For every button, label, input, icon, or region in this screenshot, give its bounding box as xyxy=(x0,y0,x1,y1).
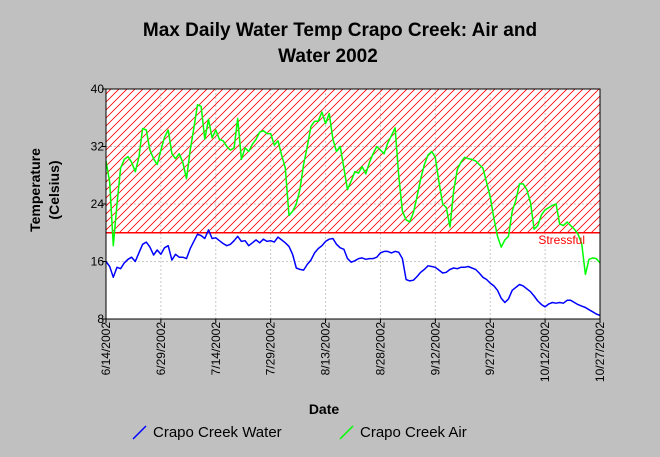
legend-air-label: Crapo Creek Air xyxy=(360,424,467,441)
x-tick-label: 10/27/2002 xyxy=(593,322,607,382)
chart-title-line2: Water 2002 xyxy=(278,46,378,67)
x-tick-label: 7/29/2002 xyxy=(264,322,278,376)
legend-item-air: Crapo Creek Air xyxy=(339,424,467,441)
series-layer xyxy=(106,104,600,317)
y-tick-label: 24 xyxy=(91,197,105,211)
chart-title-line1: Max Daily Water Temp Crapo Creek: Air an… xyxy=(143,20,537,41)
y-tick-label: 40 xyxy=(91,82,105,96)
x-axis-ticks: 6/14/2002 6/29/2002 7/14/2002 7/29/2002 8/13… xyxy=(99,319,607,382)
y-axis-label-line1: Temperature xyxy=(27,148,43,232)
legend-water-label: Crapo Creek Water xyxy=(153,424,282,441)
y-axis-ticks: 8 16 24 32 40 xyxy=(91,82,106,326)
x-tick-label: 7/14/2002 xyxy=(209,322,223,376)
legend: Crapo Creek Water Crapo Creek Air xyxy=(132,424,467,441)
x-tick-label: 8/13/2002 xyxy=(319,322,333,376)
stressful-hatch xyxy=(105,88,601,234)
y-tick-label: 8 xyxy=(97,312,104,326)
stressful-region xyxy=(105,88,601,234)
legend-item-water: Crapo Creek Water xyxy=(132,424,282,441)
x-tick-label: 8/28/2002 xyxy=(373,322,387,376)
x-tick-label: 6/29/2002 xyxy=(154,322,168,376)
stressful-label: Stressful xyxy=(538,233,585,247)
x-tick-label: 9/27/2002 xyxy=(483,322,497,376)
y-tick-label: 16 xyxy=(91,255,105,269)
y-axis-label-line2: (Celsius) xyxy=(46,160,62,219)
x-axis-label: Date xyxy=(309,401,340,417)
series-line-air xyxy=(106,104,600,276)
y-tick-label: 32 xyxy=(91,140,105,154)
x-tick-label: 6/14/2002 xyxy=(99,322,113,376)
legend-air-swatch xyxy=(339,425,354,440)
x-tick-label: 10/12/2002 xyxy=(538,322,552,382)
x-tick-label: 9/12/2002 xyxy=(428,322,442,376)
legend-water-swatch xyxy=(132,425,147,440)
series-line-water xyxy=(106,229,600,317)
